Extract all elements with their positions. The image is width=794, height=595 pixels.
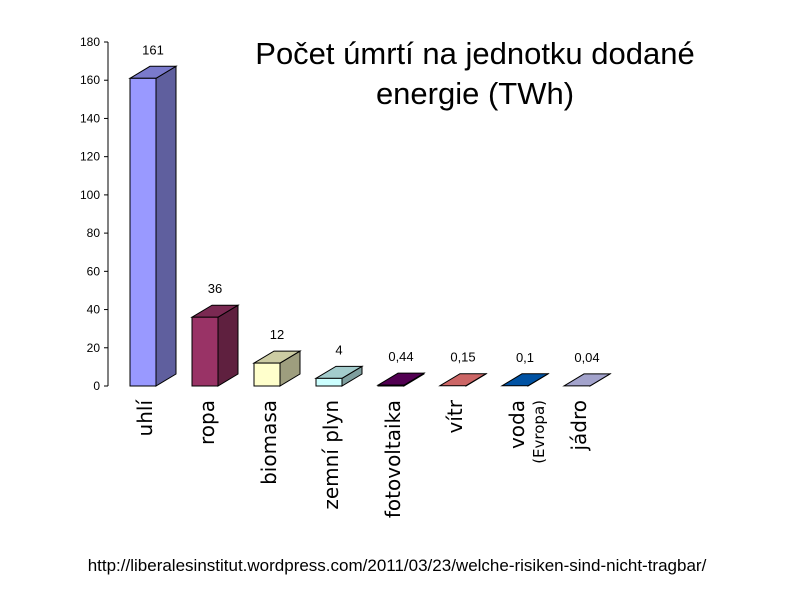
y-tick-label: 120: [80, 150, 100, 164]
category-label: ropa: [195, 400, 219, 445]
y-tick-label: 60: [87, 264, 101, 278]
category-label: voda: [505, 400, 529, 449]
bar-top: [500, 373, 550, 387]
y-tick-label: 180: [80, 35, 100, 49]
y-tick-label: 0: [93, 379, 100, 393]
bar-side: [155, 65, 177, 387]
bar-value-label: 0,15: [450, 350, 475, 365]
bar: [191, 316, 219, 387]
y-tick-label: 100: [80, 188, 100, 202]
bar-value-label: 161: [142, 42, 164, 57]
bar-top: [376, 372, 426, 386]
bar-value-label: 0,44: [388, 349, 413, 364]
category-label: zemní plyn: [319, 400, 343, 510]
y-tick-label: 80: [87, 226, 101, 240]
category-label: biomasa: [257, 400, 281, 485]
y-tick-label: 20: [87, 341, 101, 355]
bar-value-label: 36: [208, 281, 222, 296]
category-label: vítr: [443, 399, 467, 433]
bar-value-label: 0,04: [574, 350, 599, 365]
category-label: fotovoltaika: [381, 400, 405, 518]
bar-value-label: 4: [335, 342, 342, 357]
y-tick-label: 140: [80, 111, 100, 125]
bar: [253, 362, 281, 387]
category-label: uhlí: [133, 399, 157, 437]
bar-top: [438, 373, 488, 387]
bar: [129, 77, 157, 387]
bar-value-label: 0,1: [516, 350, 534, 365]
chart-title: Počet úmrtí na jednotku dodané energie (…: [255, 36, 695, 111]
bar: [315, 377, 343, 387]
source-url: http://liberalesinstitut.wordpress.com/2…: [87, 556, 707, 575]
y-tick-label: 40: [87, 303, 101, 317]
y-tick-label: 160: [80, 73, 100, 87]
category-sublabel: (Evropa): [530, 400, 548, 464]
bar-top: [562, 373, 612, 387]
bar-value-label: 12: [270, 327, 284, 342]
category-label: jádro: [567, 400, 591, 452]
bar-side: [217, 304, 239, 387]
bar: [377, 384, 405, 387]
